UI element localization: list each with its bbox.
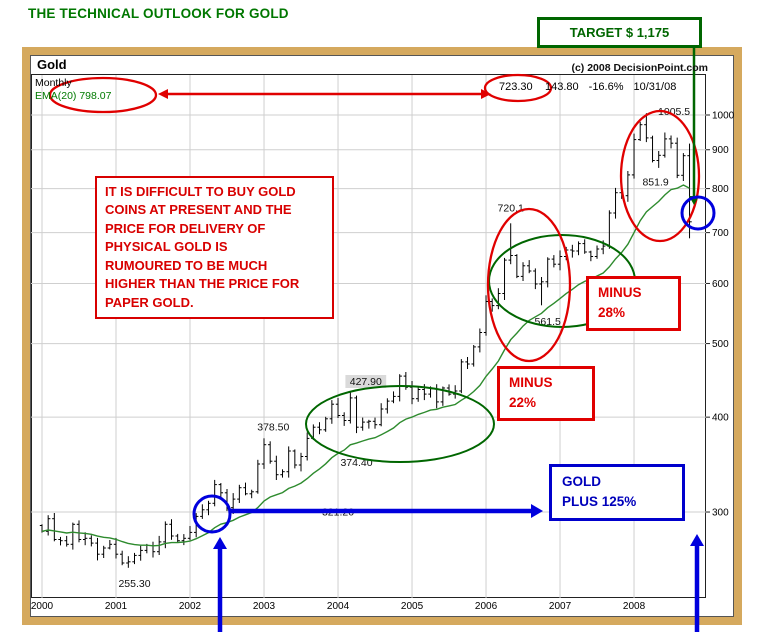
chart-ema-label: EMA(20) 798.07 [35, 90, 112, 102]
chart-symbol: Gold [37, 57, 67, 72]
chart-stats: 143.80 -16.6% 10/31/08 [545, 81, 676, 93]
target-price-label: TARGET $ 1,175 [569, 25, 670, 40]
chart-timeframe: Monthly [35, 77, 72, 89]
chart-date: 10/31/08 [633, 81, 677, 93]
page-title: THE TECHNICAL OUTLOOK FOR GOLD [28, 6, 289, 21]
gold-plus-125-callout: GOLD PLUS 125% [549, 464, 685, 521]
minus-28-callout: MINUS 28% [586, 276, 681, 331]
target-price-box: TARGET $ 1,175 [537, 17, 702, 48]
chart-frame [22, 47, 742, 625]
chart-change: 143.80 [545, 81, 579, 93]
info-text-box: IT IS DIFFICULT TO BUY GOLD COINS AT PRE… [95, 176, 334, 320]
chart-copyright: (c) 2008 DecisionPoint.com [571, 62, 708, 74]
chart-change-pct: -16.6% [588, 81, 624, 93]
minus-22-callout: MINUS 22% [497, 366, 595, 421]
chart-last-price: 723.30 [499, 81, 533, 93]
